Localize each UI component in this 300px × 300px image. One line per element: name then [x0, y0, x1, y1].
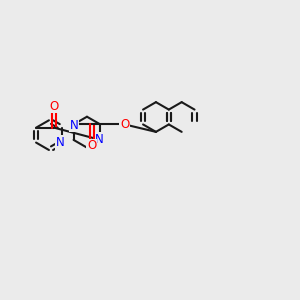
- Text: N: N: [70, 118, 79, 131]
- Text: O: O: [50, 100, 59, 113]
- Text: O: O: [87, 140, 96, 152]
- Text: N: N: [95, 133, 104, 146]
- Text: N: N: [56, 136, 65, 149]
- Text: O: O: [120, 118, 129, 131]
